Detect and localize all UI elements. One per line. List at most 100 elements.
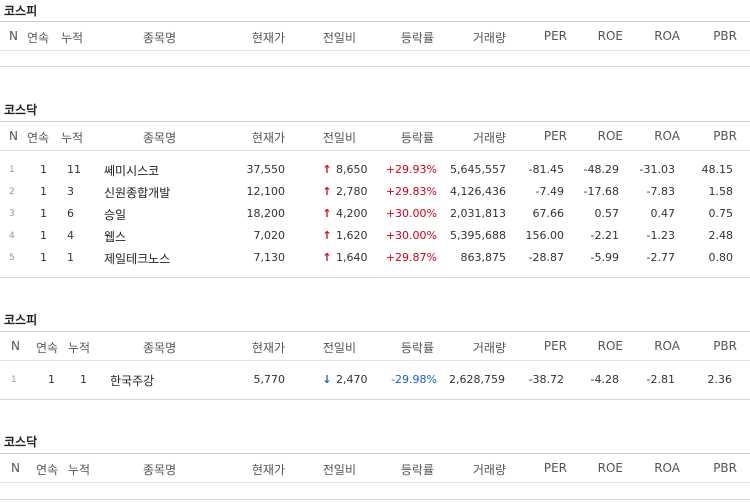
- cell-cumulative: 1: [80, 373, 87, 386]
- cell-current-price: 7,020: [253, 229, 286, 242]
- column-header-per: PER: [543, 461, 567, 475]
- column-header-streak: 연속: [36, 463, 59, 477]
- table-header: N 연속 누적 종목명 현재가 전일비 등락률 거래량 PER ROE ROA PBR: [0, 331, 750, 361]
- cell-per: -28.87: [528, 251, 564, 264]
- cell-per: -81.45: [528, 163, 564, 176]
- cell-roa: -1.23: [646, 229, 675, 242]
- cell-change: ↑ 8,650: [322, 163, 368, 176]
- column-header-per: PER: [543, 129, 567, 143]
- table-row[interactable]: 4 1 4 웹스 7,020 ↑ 1,620 +30.00% 5,395,688 156.00 -2…: [0, 225, 750, 247]
- change-value: 1,640: [336, 251, 368, 264]
- table-header: N 연속 누적 종목명 현재가 전일비 등락률 거래량 PER ROE ROA PBR: [0, 453, 750, 483]
- cell-roa: -2.81: [646, 373, 675, 386]
- cell-change: ↑ 1,620: [322, 229, 367, 242]
- column-header-per: PER: [543, 29, 567, 43]
- section-title: 코스닥: [4, 103, 38, 117]
- cell-roa: 0.47: [650, 207, 676, 220]
- column-header-cumulative: 누적: [68, 463, 91, 477]
- cell-per: -7.49: [535, 185, 564, 198]
- column-header-stock-name: 종목명: [143, 341, 177, 355]
- table-header: N 연속 누적 종목명 현재가 전일비 등락률 거래량 PER ROE ROA PBR: [0, 121, 750, 151]
- cell-roe: -48.29: [583, 163, 619, 176]
- column-header-no: N: [11, 461, 20, 475]
- column-header-cumulative: 누적: [61, 31, 84, 45]
- column-header-roa: ROA: [654, 129, 680, 143]
- column-header-stock-name: 종목명: [143, 463, 177, 477]
- cell-current-price: 18,200: [246, 207, 286, 220]
- section-title: 코스닥: [4, 435, 38, 449]
- cell-volume: 4,126,436: [450, 185, 506, 198]
- stock-name-link[interactable]: 신원종합개발: [104, 186, 171, 200]
- cell-roe: -4.28: [590, 373, 619, 386]
- cell-no: 1: [11, 375, 17, 385]
- stock-name-link[interactable]: 한국주강: [110, 374, 155, 388]
- cell-change: ↓ 2,470: [322, 373, 367, 386]
- column-header-current-price: 현재가: [251, 463, 285, 477]
- cell-roa: -2.77: [646, 251, 675, 264]
- table-bottom-divider: [0, 66, 750, 67]
- column-header-per: PER: [543, 339, 567, 353]
- column-header-streak: 연속: [27, 131, 50, 145]
- up-arrow-icon: ↑: [322, 185, 332, 198]
- column-header-stock-name: 종목명: [143, 131, 177, 145]
- cell-streak: 1: [40, 163, 47, 176]
- change-value: 8,650: [336, 163, 368, 176]
- column-header-roa: ROA: [654, 29, 680, 43]
- column-header-volume: 거래량: [472, 463, 506, 477]
- cell-pbr: 2.36: [707, 373, 733, 386]
- section-title: 코스피: [4, 4, 38, 18]
- cell-change-rate: +29.83%: [385, 185, 437, 198]
- table-row[interactable]: 5 1 1 제일테크노스 7,130 ↑ 1,640 +29.87% 863,875 -28.87…: [0, 247, 750, 269]
- column-header-pbr: PBR: [713, 339, 737, 353]
- column-header-change: 전일비: [322, 31, 356, 45]
- cell-pbr: 48.15: [701, 163, 734, 176]
- cell-streak: 1: [40, 185, 47, 198]
- cell-roe: -17.68: [583, 185, 619, 198]
- column-header-roe: ROE: [597, 339, 623, 353]
- cell-change: ↑ 2,780: [322, 185, 368, 198]
- cell-volume: 2,628,759: [449, 373, 505, 386]
- cell-roa: -7.83: [646, 185, 675, 198]
- cell-per: 67.66: [532, 207, 565, 220]
- cell-no: 5: [9, 253, 15, 263]
- cell-cumulative: 6: [67, 207, 74, 220]
- column-header-roe: ROE: [597, 461, 623, 475]
- cell-change-rate: +29.87%: [385, 251, 437, 264]
- column-header-pbr: PBR: [713, 29, 737, 43]
- up-arrow-icon: ↑: [322, 163, 332, 176]
- cell-change-rate: -29.98%: [391, 373, 437, 386]
- column-header-change-rate: 등락률: [400, 463, 434, 477]
- cell-change-rate: +30.00%: [385, 207, 437, 220]
- cell-no: 3: [9, 209, 15, 219]
- column-header-no: N: [11, 339, 20, 353]
- table-row[interactable]: 1 1 1 한국주강 5,770 ↓ 2,470 -29.98% 2,628,759 -38.72…: [0, 369, 750, 391]
- stock-name-link[interactable]: 웹스: [104, 230, 127, 244]
- cell-cumulative: 1: [67, 251, 74, 264]
- stock-name-link[interactable]: 승일: [104, 208, 127, 222]
- column-header-change-rate: 등락률: [400, 341, 434, 355]
- cell-volume: 2,031,813: [450, 207, 506, 220]
- column-header-change: 전일비: [322, 341, 356, 355]
- cell-pbr: 1.58: [708, 185, 734, 198]
- column-header-no: N: [9, 29, 18, 43]
- change-value: 2,780: [336, 185, 368, 198]
- cell-volume: 863,875: [460, 251, 507, 264]
- cell-current-price: 37,550: [246, 163, 286, 176]
- table-row[interactable]: 1 1 11 쎄미시스코 37,550 ↑ 8,650 +29.93% 5,645,557 -81…: [0, 159, 750, 181]
- table-row[interactable]: 2 1 3 신원종합개발 12,100 ↑ 2,780 +29.83% 4,126,436 -7.…: [0, 181, 750, 203]
- cell-current-price: 7,130: [253, 251, 286, 264]
- cell-no: 4: [9, 231, 15, 241]
- cell-change: ↑ 1,640: [322, 251, 368, 264]
- cell-streak: 1: [48, 373, 55, 386]
- cell-cumulative: 4: [67, 229, 74, 242]
- table-row[interactable]: 3 1 6 승일 18,200 ↑ 4,200 +30.00% 2,031,813 67.66 0.…: [0, 203, 750, 225]
- cell-per: -38.72: [528, 373, 564, 386]
- cell-no: 2: [9, 187, 15, 197]
- stock-name-link[interactable]: 쎄미시스코: [104, 164, 160, 178]
- cell-roe: 0.57: [594, 207, 620, 220]
- column-header-volume: 거래량: [472, 341, 506, 355]
- cell-change: ↑ 4,200: [322, 207, 367, 220]
- column-header-roe: ROE: [597, 129, 623, 143]
- stock-name-link[interactable]: 제일테크노스: [104, 252, 171, 266]
- column-header-roa: ROA: [654, 339, 680, 353]
